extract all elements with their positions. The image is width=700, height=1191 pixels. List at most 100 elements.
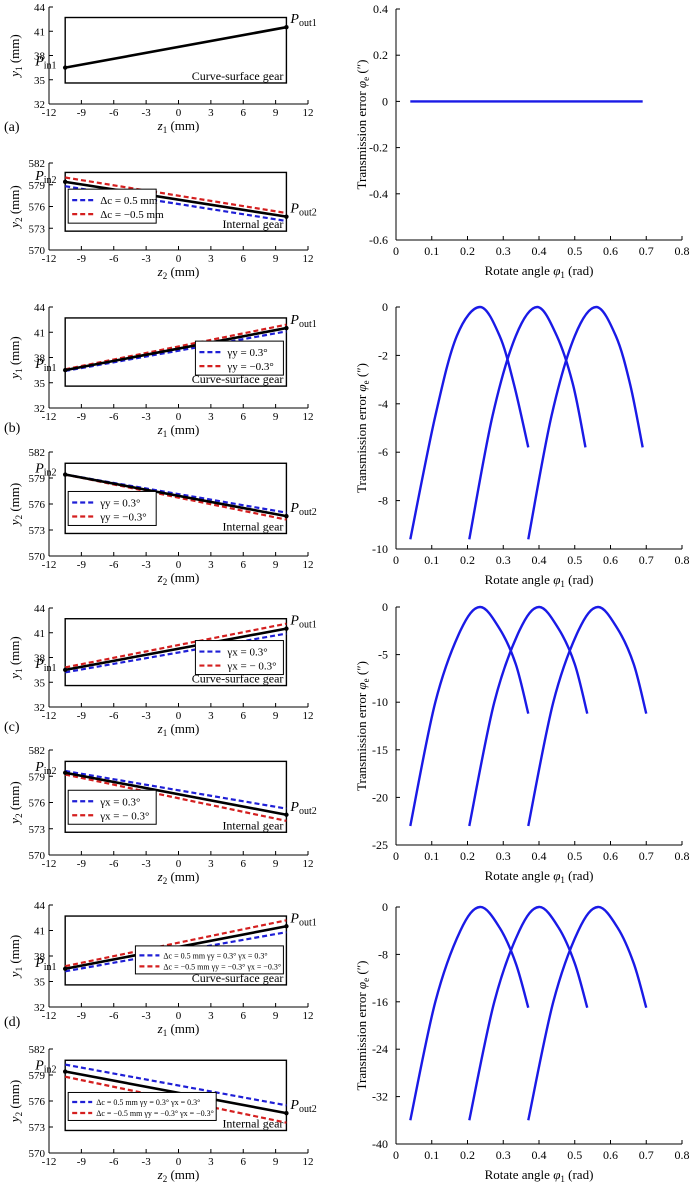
legend: Δc = 0.5 mm Δc = −0.5 mm: [67, 188, 164, 224]
x-tick-label: 6: [241, 253, 247, 265]
profile-box: [64, 462, 288, 535]
x-tick-label: 0: [393, 1148, 399, 1162]
y-tick-label: -5: [378, 648, 388, 662]
panel-label: (a): [4, 120, 20, 135]
gear-tag: Internal gear: [222, 217, 283, 231]
x-axis-label: z1 (mm): [157, 118, 200, 135]
y-tick-label: -20: [372, 790, 388, 804]
x-tick-label: -9: [77, 858, 87, 870]
x-tick-label: 3: [208, 710, 214, 722]
y-tick-label: 573: [29, 1122, 46, 1134]
x-tick-label: 6: [241, 559, 247, 571]
x-tick-label: 0: [393, 244, 399, 258]
x-tick-label: -3: [142, 559, 152, 571]
legend-box: [134, 945, 284, 975]
end-point-label: Pout1: [289, 911, 316, 928]
x-tick-label: 0.7: [639, 553, 654, 567]
x-tick-label: -6: [109, 559, 119, 571]
x-tick-label: -12: [42, 253, 57, 265]
y-tick-label: 0: [382, 300, 388, 314]
profile-panel-b-internal: Internal gear -12 -9 -6 -3 0 3 6 9 12 570 573 576 579…: [7, 447, 317, 587]
x-tick-label: 0.3: [496, 849, 511, 863]
te-curve-2: [468, 905, 589, 1121]
legend-entry: γy = −0.3°: [226, 361, 273, 373]
x-tick-label: 0.8: [675, 849, 690, 863]
y-axis-label: y1 (mm): [7, 336, 24, 380]
x-tick-label: -6: [109, 1010, 119, 1022]
x-tick-label: 12: [303, 1010, 314, 1022]
y-tick-label: 35: [34, 677, 46, 689]
x-tick-label: -3: [142, 107, 152, 119]
x-tick-label: 0.8: [675, 244, 690, 258]
y-tick-label: -0.6: [369, 233, 388, 247]
end-point-label: Pout1: [289, 12, 316, 29]
end-point-label: Pout1: [289, 313, 316, 330]
y-tick-label: 38: [34, 353, 46, 365]
profile-line-baseline: [64, 180, 287, 218]
y-axis-label: y2 (mm): [7, 185, 24, 229]
x-tick-label: 0.7: [639, 1148, 654, 1162]
end-point: [284, 214, 289, 219]
x-tick-label: 0.3: [496, 244, 511, 258]
end-point: [284, 25, 289, 30]
legend: γy = 0.3° γy = −0.3°: [194, 340, 284, 376]
y-tick-label: 0: [382, 94, 388, 108]
profile-line-negative: [64, 919, 287, 968]
x-axis-label: z2 (mm): [157, 264, 200, 281]
te-curve-2: [468, 305, 587, 540]
x-tick-label: 0: [176, 710, 182, 722]
x-tick-label: -12: [42, 1010, 57, 1022]
x-tick-label: 12: [303, 411, 314, 423]
y-tick-label: 32: [34, 99, 45, 111]
profile-line-negative: [64, 622, 287, 669]
y-tick-label: 576: [29, 798, 46, 810]
x-tick-label: -6: [109, 107, 119, 119]
start-point-label: Pin2: [34, 462, 56, 479]
x-tick-label: -6: [109, 1156, 119, 1168]
y-tick-label: -25: [372, 838, 388, 852]
y-tick-label: 44: [34, 2, 46, 14]
x-tick-label: 0.7: [639, 849, 654, 863]
x-tick-label: -3: [142, 1156, 152, 1168]
y-tick-label: 576: [29, 202, 46, 214]
x-tick-label: 0.8: [675, 553, 690, 567]
start-point: [62, 667, 68, 673]
x-tick-label: 0.8: [675, 1148, 690, 1162]
x-tick-label: 0.6: [603, 553, 618, 567]
start-point-label: Pin2: [34, 169, 56, 186]
profile-line-positive: [64, 1063, 287, 1107]
y-tick-label: 582: [29, 158, 46, 170]
te-curve-3: [527, 605, 648, 827]
te-panel-c-te: 0 0.1 0.2 0.3 0.4 0.5 0.6 0.7 0.8 0 -5 -10 -15 -20 -25…: [354, 600, 690, 885]
x-tick-label: 6: [241, 858, 247, 870]
te-curve-1: [409, 905, 530, 1121]
legend-entry: γy = 0.3°: [99, 497, 140, 509]
legend-entry: γy = −0.3°: [99, 511, 146, 523]
x-tick-label: 0.4: [532, 1148, 547, 1162]
y-tick-label: 38: [34, 951, 46, 963]
x-tick-label: -12: [42, 107, 57, 119]
legend-entry: γy = 0.3°: [226, 347, 267, 359]
y-tick-label: -24: [372, 1042, 388, 1056]
y-tick-label: 582: [29, 447, 46, 459]
x-tick-label: 0: [176, 411, 182, 423]
end-point: [284, 325, 289, 331]
y-tick-label: -8: [378, 494, 388, 508]
start-point: [62, 966, 68, 971]
x-tick-label: 0.2: [460, 244, 475, 258]
x-tick-label: 3: [208, 1156, 214, 1168]
start-point-label: Pin1: [34, 55, 56, 72]
y-tick-label: 35: [34, 378, 46, 390]
x-tick-label: -3: [142, 253, 152, 265]
end-point-label: Pout2: [289, 800, 316, 817]
x-tick-label: 0.2: [460, 1148, 475, 1162]
x-tick-label: 3: [208, 559, 214, 571]
x-tick-label: -9: [77, 710, 87, 722]
y-tick-label: 579: [29, 1070, 46, 1082]
x-axis-label: z1 (mm): [157, 1021, 200, 1038]
x-tick-label: 9: [273, 1010, 279, 1022]
te-panel-b-te: 0 0.1 0.2 0.3 0.4 0.5 0.6 0.7 0.8 0 -2 -4 -6 -8 -10 Rot…: [354, 300, 690, 589]
x-axis-label: Rotate angle φ1 (rad): [485, 263, 594, 280]
x-tick-label: 0.2: [460, 553, 475, 567]
end-point-label: Pout2: [289, 1098, 316, 1115]
